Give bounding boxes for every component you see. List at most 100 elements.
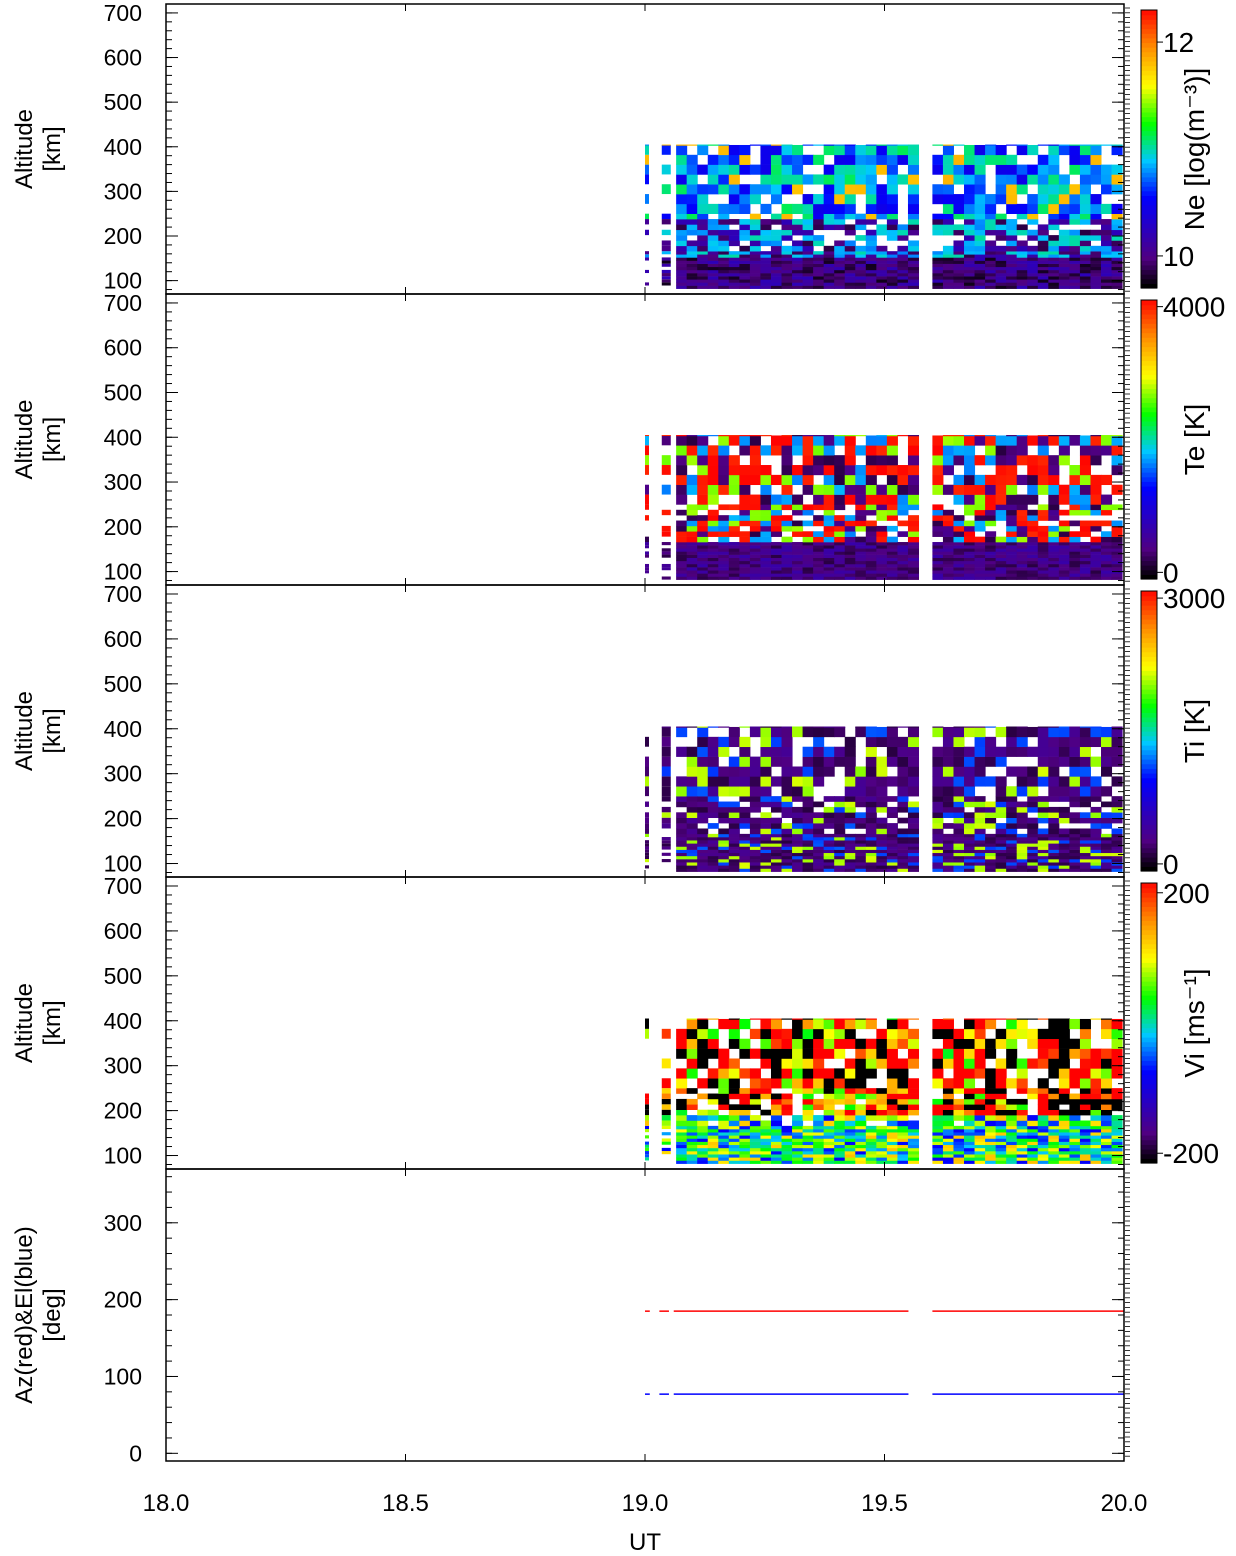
heatmap-cell: [686, 548, 698, 552]
heatmap-cell: [770, 859, 783, 863]
heatmap-cell: [1006, 726, 1018, 738]
heatmap-cell: [1037, 554, 1049, 558]
heatmap-cell: [953, 726, 965, 728]
heatmap-cell: [823, 282, 835, 286]
heatmap-cell: [865, 868, 877, 872]
heatmap-cell: [1101, 474, 1113, 486]
heatmap-cell: [1111, 573, 1123, 577]
colorbar-segment: [1141, 351, 1157, 357]
heatmap-cell: [1090, 219, 1102, 225]
heatmap-cell: [707, 276, 719, 280]
heatmap-cell: [844, 1115, 856, 1121]
heatmap-cell: [932, 567, 944, 571]
heatmap-cell: [886, 1115, 898, 1121]
heatmap-cell: [676, 1098, 688, 1105]
heatmap-cell: [749, 509, 761, 516]
heatmap-cell: [942, 1125, 954, 1130]
heatmap-cell: [676, 726, 688, 738]
heatmap-cell: [1058, 726, 1070, 728]
heatmap-cell: [985, 542, 997, 546]
heatmap-cell: [942, 266, 954, 271]
heatmap-cell: [686, 257, 698, 261]
heatmap-cell: [697, 1151, 709, 1155]
heatmap-cell: [1006, 504, 1018, 511]
heatmap-cell: [749, 548, 761, 552]
heatmap-cell: [1090, 254, 1102, 258]
heatmap-cell: [1069, 235, 1081, 241]
heatmap-cell: [932, 1048, 944, 1059]
heatmap-cell: [953, 164, 965, 175]
heatmap-cell: [697, 1125, 709, 1130]
heatmap-cell: [1079, 1058, 1091, 1069]
heatmap-cell: [1048, 1125, 1060, 1130]
heatmap-cell: [964, 560, 976, 565]
heatmap-cell: [1111, 576, 1123, 580]
heatmap-cell: [932, 1154, 944, 1158]
heatmap-cell: [676, 536, 688, 543]
heatmap-cell: [661, 837, 671, 841]
heatmap-cell: [749, 282, 761, 286]
heatmap-cell: [974, 1028, 986, 1040]
heatmap-cell: [1016, 548, 1028, 552]
heatmap-cell: [781, 570, 793, 574]
heatmap-cell: [645, 164, 649, 175]
heatmap-cell: [1090, 859, 1102, 863]
heatmap-cell: [985, 1018, 997, 1030]
heatmap-cell: [1027, 1151, 1039, 1155]
heatmap-cell: [728, 154, 740, 165]
heatmap-cell: [907, 1058, 920, 1069]
heatmap-cell: [697, 164, 709, 175]
heatmap-cell: [1079, 474, 1091, 486]
heatmap-cell: [760, 494, 772, 505]
heatmap-cell: [697, 1078, 709, 1089]
heatmap-cell: [834, 240, 846, 247]
heatmap-cell: [942, 1115, 954, 1121]
heatmap-cell: [1016, 812, 1028, 819]
heatmap-cell: [1079, 852, 1091, 857]
heatmap-cell: [886, 525, 898, 532]
heatmap-cell: [1048, 1088, 1060, 1094]
heatmap-cell: [749, 269, 761, 274]
heatmap-cell: [1048, 726, 1060, 738]
heatmap-cell: [834, 865, 846, 869]
heatmap-cell: [1006, 1120, 1018, 1127]
heatmap-cell: [707, 254, 719, 258]
heatmap-cell: [792, 557, 804, 562]
heatmap-cell: [932, 1157, 944, 1161]
heatmap-cell: [985, 849, 997, 854]
heatmap-cell: [1079, 1048, 1091, 1059]
heatmap-cell: [1058, 1088, 1070, 1094]
heatmap-cell: [834, 855, 846, 860]
heatmap-cell: [1058, 266, 1070, 271]
heatmap-cell: [1079, 1144, 1091, 1149]
heatmap-cell: [661, 1098, 671, 1105]
heatmap-cell: [792, 852, 804, 857]
heatmap-cell: [834, 465, 846, 476]
heatmap-cell: [1048, 240, 1060, 247]
heatmap-cell: [932, 817, 944, 824]
heatmap-cell: [760, 1157, 772, 1161]
heatmap-cell: [697, 1129, 709, 1133]
heatmap-cell: [1027, 843, 1039, 847]
colorbar-segment: [1141, 551, 1157, 557]
colorbar-segment: [1141, 172, 1157, 178]
heatmap-cell: [823, 1154, 835, 1158]
heatmap-cell: [728, 504, 740, 511]
heatmap-cell: [855, 567, 867, 571]
heatmap-cell: [907, 1135, 920, 1139]
heatmap-cell: [676, 855, 688, 860]
heatmap-cell: [739, 551, 751, 555]
heatmap-cell: [1101, 1157, 1113, 1161]
heatmap-cell: [707, 1154, 719, 1158]
heatmap-cell: [749, 817, 761, 824]
heatmap-cell: [1079, 862, 1091, 866]
heatmap-cell: [834, 746, 846, 757]
heatmap-cell: [1006, 1048, 1018, 1059]
heatmap-cell: [942, 849, 954, 854]
heatmap-cell: [1079, 251, 1091, 255]
heatmap-cell: [728, 257, 740, 261]
heatmap-cell: [749, 184, 761, 195]
heatmap-cell: [718, 184, 730, 195]
heatmap-cell: [886, 1104, 898, 1111]
colorbar-segment: [1141, 537, 1157, 543]
